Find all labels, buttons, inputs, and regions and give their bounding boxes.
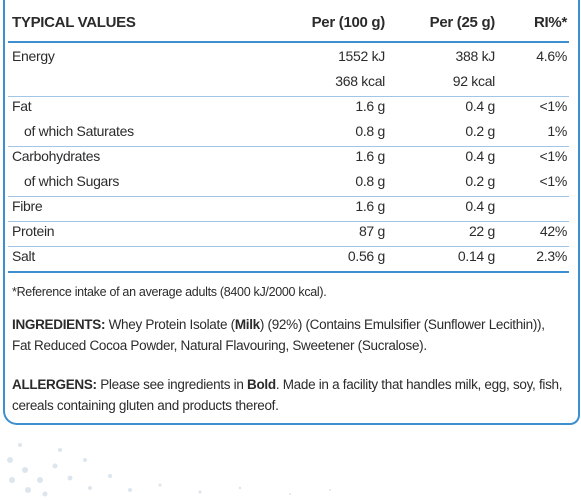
footnote: *Reference intake of an average adults (… bbox=[12, 285, 327, 299]
row-rule bbox=[8, 196, 569, 197]
cell: <1% bbox=[539, 98, 567, 114]
cell: <1% bbox=[539, 148, 567, 164]
cell: 2.3% bbox=[536, 248, 567, 264]
row-rule bbox=[8, 146, 569, 147]
cell: 87 g bbox=[358, 223, 385, 239]
text-segment: ) (92%) (Contains Emulsifier (Sunflower … bbox=[12, 317, 545, 353]
cell: 1.6 g bbox=[355, 198, 385, 214]
row-label: Fibre bbox=[12, 198, 43, 214]
row-rule bbox=[8, 96, 569, 97]
header-cell: RI%* bbox=[534, 14, 567, 31]
cell: 1% bbox=[547, 123, 567, 139]
cell: 1.6 g bbox=[355, 148, 385, 164]
cell: 388 kJ bbox=[455, 48, 496, 64]
cell: 0.8 g bbox=[355, 123, 385, 139]
header-cell: TYPICAL VALUES bbox=[12, 14, 136, 31]
header-cell: Per (25 g) bbox=[429, 14, 496, 31]
row-rule bbox=[8, 221, 569, 222]
text-segment: ALLERGENS: bbox=[12, 377, 97, 392]
text-segment: Bold bbox=[247, 377, 276, 392]
cell: 0.8 g bbox=[355, 173, 385, 189]
dot-pattern bbox=[7, 443, 331, 497]
cell: 0.56 g bbox=[347, 248, 385, 264]
cell: 368 kcal bbox=[335, 73, 385, 89]
text-segment: Please see ingredients in bbox=[96, 377, 248, 392]
row-label: of which Saturates bbox=[24, 123, 134, 139]
cell: 42% bbox=[539, 223, 567, 239]
allergens-text: ALLERGENS: Please see ingredients in Bol… bbox=[12, 374, 564, 416]
cell: 4.6% bbox=[536, 48, 567, 64]
cell: 0.2 g bbox=[465, 123, 495, 139]
row-label: Salt bbox=[12, 248, 35, 264]
text-segment: Milk bbox=[234, 317, 260, 332]
ingredients-text: INGREDIENTS: Whey Protein Isolate (Milk)… bbox=[12, 314, 564, 356]
cell: 1552 kJ bbox=[338, 48, 385, 64]
text-segment: INGREDIENTS: bbox=[12, 317, 106, 332]
row-rule bbox=[8, 246, 569, 247]
cell: 0.4 g bbox=[465, 198, 495, 214]
label-box bbox=[3, 0, 580, 425]
cell: 0.4 g bbox=[465, 98, 495, 114]
row-label: Energy bbox=[12, 48, 55, 64]
row-label: of which Sugars bbox=[24, 173, 120, 189]
cell: 0.14 g bbox=[457, 248, 495, 264]
text-segment: . Made in a facility that handles milk, … bbox=[12, 377, 563, 413]
table-bottom-rule bbox=[8, 271, 569, 273]
cell: 0.2 g bbox=[465, 173, 495, 189]
cell: 22 g bbox=[468, 223, 495, 239]
cell: 92 kcal bbox=[452, 73, 496, 89]
row-label: Carbohydrates bbox=[12, 148, 100, 164]
text-segment: Whey Protein Isolate ( bbox=[105, 317, 236, 332]
cell: 1.6 g bbox=[355, 98, 385, 114]
header-rule bbox=[8, 41, 569, 43]
row-label: Protein bbox=[12, 223, 55, 239]
cell: <1% bbox=[539, 173, 567, 189]
cell: 0.4 g bbox=[465, 148, 495, 164]
row-label: Fat bbox=[12, 98, 32, 114]
header-cell: Per (100 g) bbox=[311, 14, 386, 31]
